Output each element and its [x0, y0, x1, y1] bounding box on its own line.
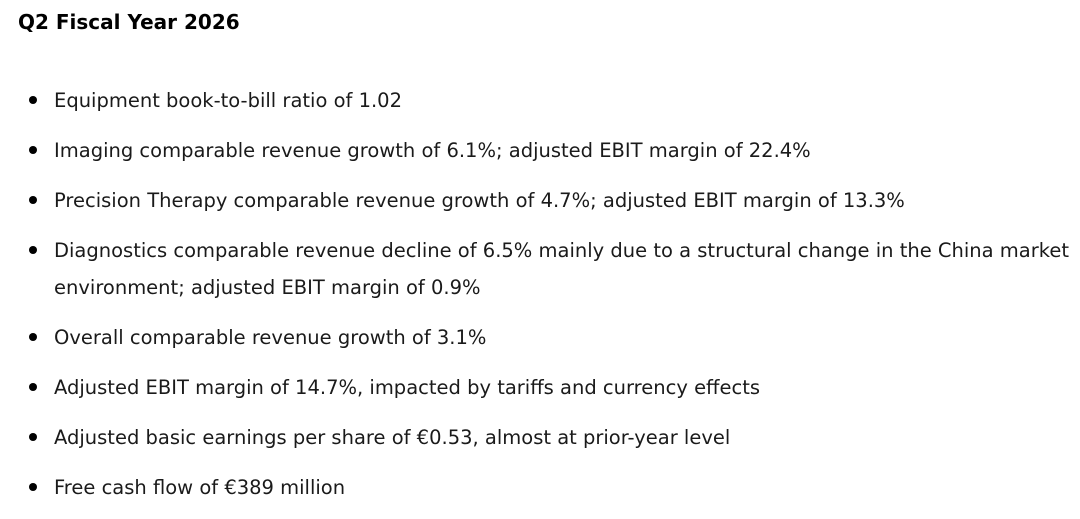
list-item-text: Free cash flow of €389 million	[54, 476, 346, 499]
list-item: Precision Therapy comparable revenue gro…	[0, 182, 1080, 219]
list-item: Imaging comparable revenue growth of 6.1…	[0, 132, 1080, 169]
bullet-dot-icon	[29, 196, 37, 204]
list-item: Adjusted EBIT margin of 14.7%, impacted …	[0, 369, 1080, 406]
highlights-list: Equipment book-to-bill ratio of 1.02 Ima…	[0, 82, 1080, 519]
bullet-dot-icon	[29, 333, 37, 341]
list-item-text: Diagnostics comparable revenue decline o…	[54, 239, 1069, 299]
bullet-dot-icon	[29, 96, 37, 104]
list-item-text: Overall comparable revenue growth of 3.1…	[54, 326, 487, 349]
list-item: Free cash flow of €389 million	[0, 469, 1080, 506]
list-item: Equipment book-to-bill ratio of 1.02	[0, 82, 1080, 119]
list-item-text: Adjusted basic earnings per share of €0.…	[54, 426, 731, 449]
list-item: Overall comparable revenue growth of 3.1…	[0, 319, 1080, 356]
bullet-dot-icon	[29, 383, 37, 391]
bullet-dot-icon	[29, 483, 37, 491]
list-item: Diagnostics comparable revenue decline o…	[0, 232, 1080, 306]
bullet-dot-icon	[29, 433, 37, 441]
list-item-text: Imaging comparable revenue growth of 6.1…	[54, 139, 811, 162]
list-item-text: Adjusted EBIT margin of 14.7%, impacted …	[54, 376, 761, 399]
list-item: Adjusted basic earnings per share of €0.…	[0, 419, 1080, 456]
bullet-dot-icon	[29, 146, 37, 154]
bullet-dot-icon	[29, 246, 37, 254]
list-item-text: Precision Therapy comparable revenue gro…	[54, 189, 905, 212]
list-item-text: Equipment book-to-bill ratio of 1.02	[54, 89, 402, 112]
section-heading: Q2 Fiscal Year 2026	[18, 10, 240, 34]
